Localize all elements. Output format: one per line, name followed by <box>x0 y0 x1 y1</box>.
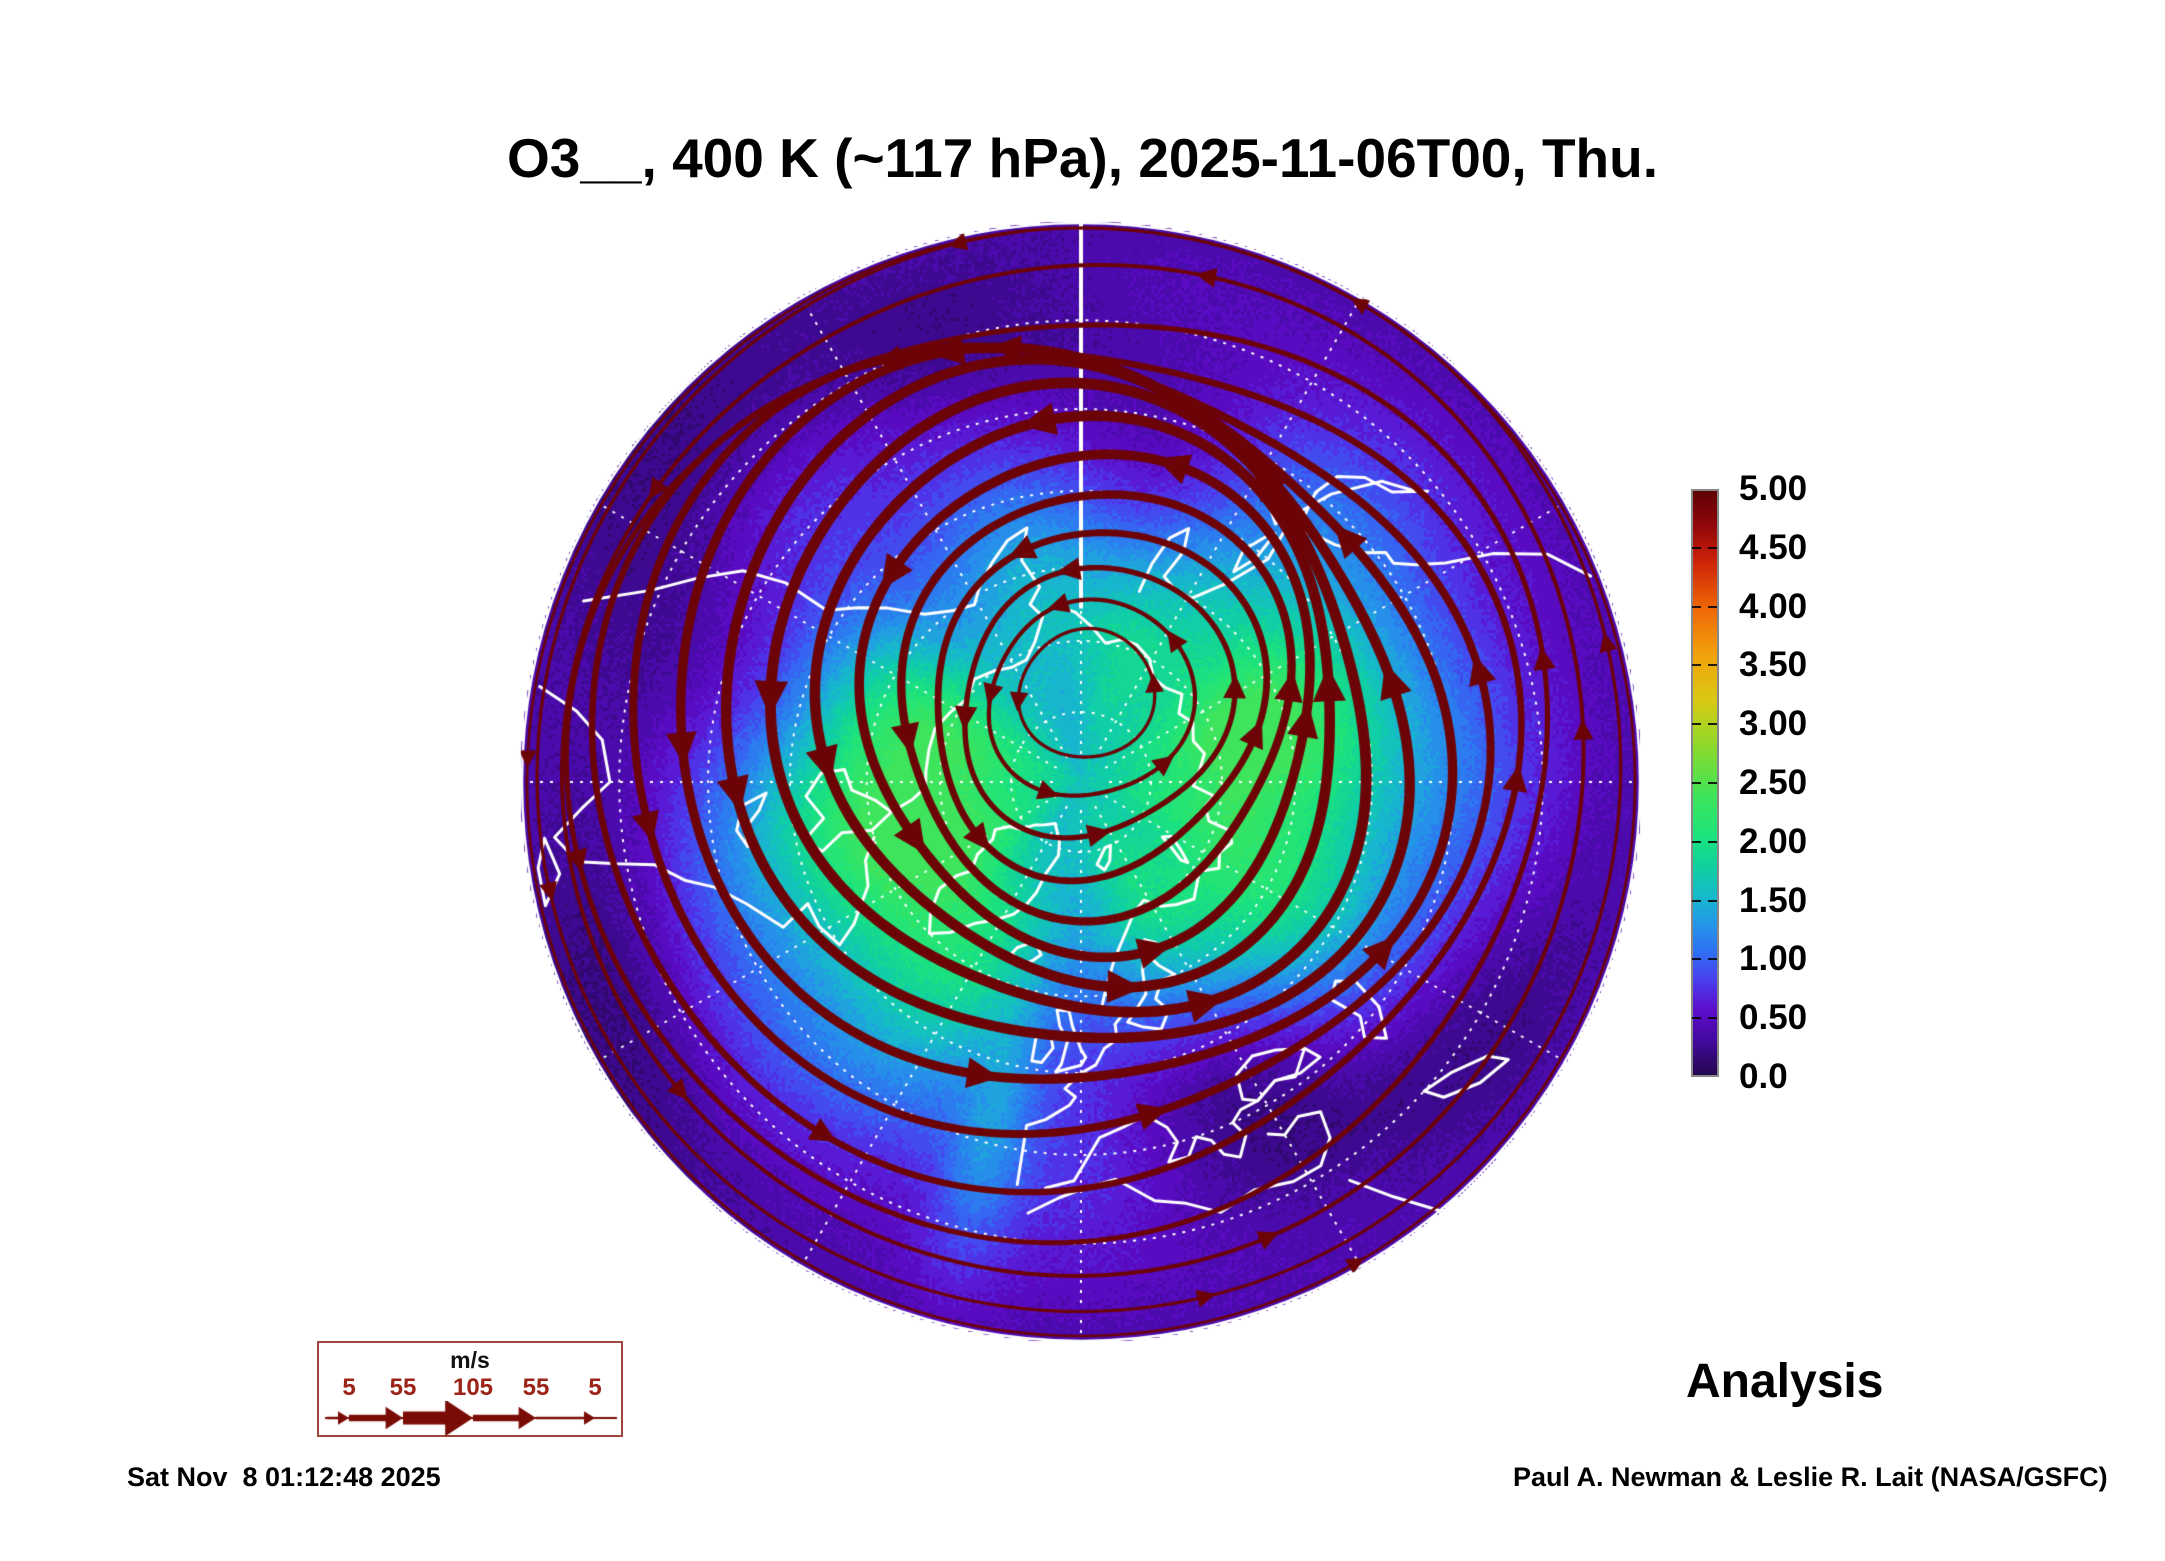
colorbar-tick-mark <box>1692 723 1701 726</box>
figure-title: O3__, 400 K (~117 hPa), 2025-11-06T00, T… <box>506 127 1659 189</box>
colorbar-tick-label: 4.00 <box>1739 586 1808 626</box>
wind-speed-legend: m/s 5 55 105 55 5 <box>317 1341 625 1437</box>
colorbar-tick-mark <box>1692 664 1701 667</box>
colorbar-tick-mark <box>1708 546 1717 549</box>
wind-legend-speed-label: 5 <box>342 1374 356 1401</box>
colorbar-tick-label: 1.00 <box>1739 939 1808 979</box>
colorbar-tick-label: 4.50 <box>1739 527 1808 567</box>
wind-legend-speed-label: 5 <box>588 1374 602 1401</box>
colorbar-tick-mark <box>1692 899 1701 902</box>
colorbar-tick-mark <box>1708 723 1717 726</box>
colorbar-tick-label: 3.00 <box>1739 704 1808 744</box>
colorbar-tick-mark <box>1708 664 1717 667</box>
analysis-label: Analysis <box>1686 1355 1884 1408</box>
colorbar-tick-label: 0.50 <box>1739 998 1808 1038</box>
colorbar-tick-mark <box>1708 1017 1717 1020</box>
wind-legend-arrow-scale <box>319 1401 625 1437</box>
colorbar-tick-label: 2.50 <box>1739 763 1808 802</box>
wind-legend-speed-label: 105 <box>452 1374 494 1401</box>
wind-legend-speed-label: 55 <box>522 1374 550 1401</box>
colorbar-tick-mark <box>1692 958 1701 961</box>
generation-timestamp: Sat Nov 8 01:12:48 2025 <box>127 1462 441 1492</box>
colorbar-tick-label: 5.00 <box>1739 469 1808 508</box>
colorbar-tick-mark <box>1708 899 1717 902</box>
colorbar-tick-mark <box>1708 605 1717 608</box>
colorbar-tick-mark <box>1692 605 1701 608</box>
colorbar-tick-mark <box>1708 782 1717 784</box>
colorbar-tick-mark <box>1692 1017 1701 1020</box>
colorbar-tick-mark <box>1708 840 1717 843</box>
colorbar-tick-label: 3.50 <box>1739 645 1808 685</box>
colorbar-tick-mark <box>1692 546 1701 549</box>
colorbar-tick-mark <box>1692 840 1701 843</box>
colorbar-tick-label: 0.0 <box>1739 1057 1788 1096</box>
colorbar-tick-mark <box>1708 958 1717 961</box>
colorbar-tick-label: 1.50 <box>1739 880 1808 920</box>
wind-legend-speed-label: 55 <box>389 1374 417 1401</box>
credit-text: Paul A. Newman & Leslie R. Lait (NASA/GS… <box>1513 1462 2108 1492</box>
colorbar-tick-label: 2.00 <box>1739 821 1808 861</box>
wind-legend-units-label: m/s <box>450 1347 490 1373</box>
colorbar-tick-mark <box>1692 782 1701 784</box>
